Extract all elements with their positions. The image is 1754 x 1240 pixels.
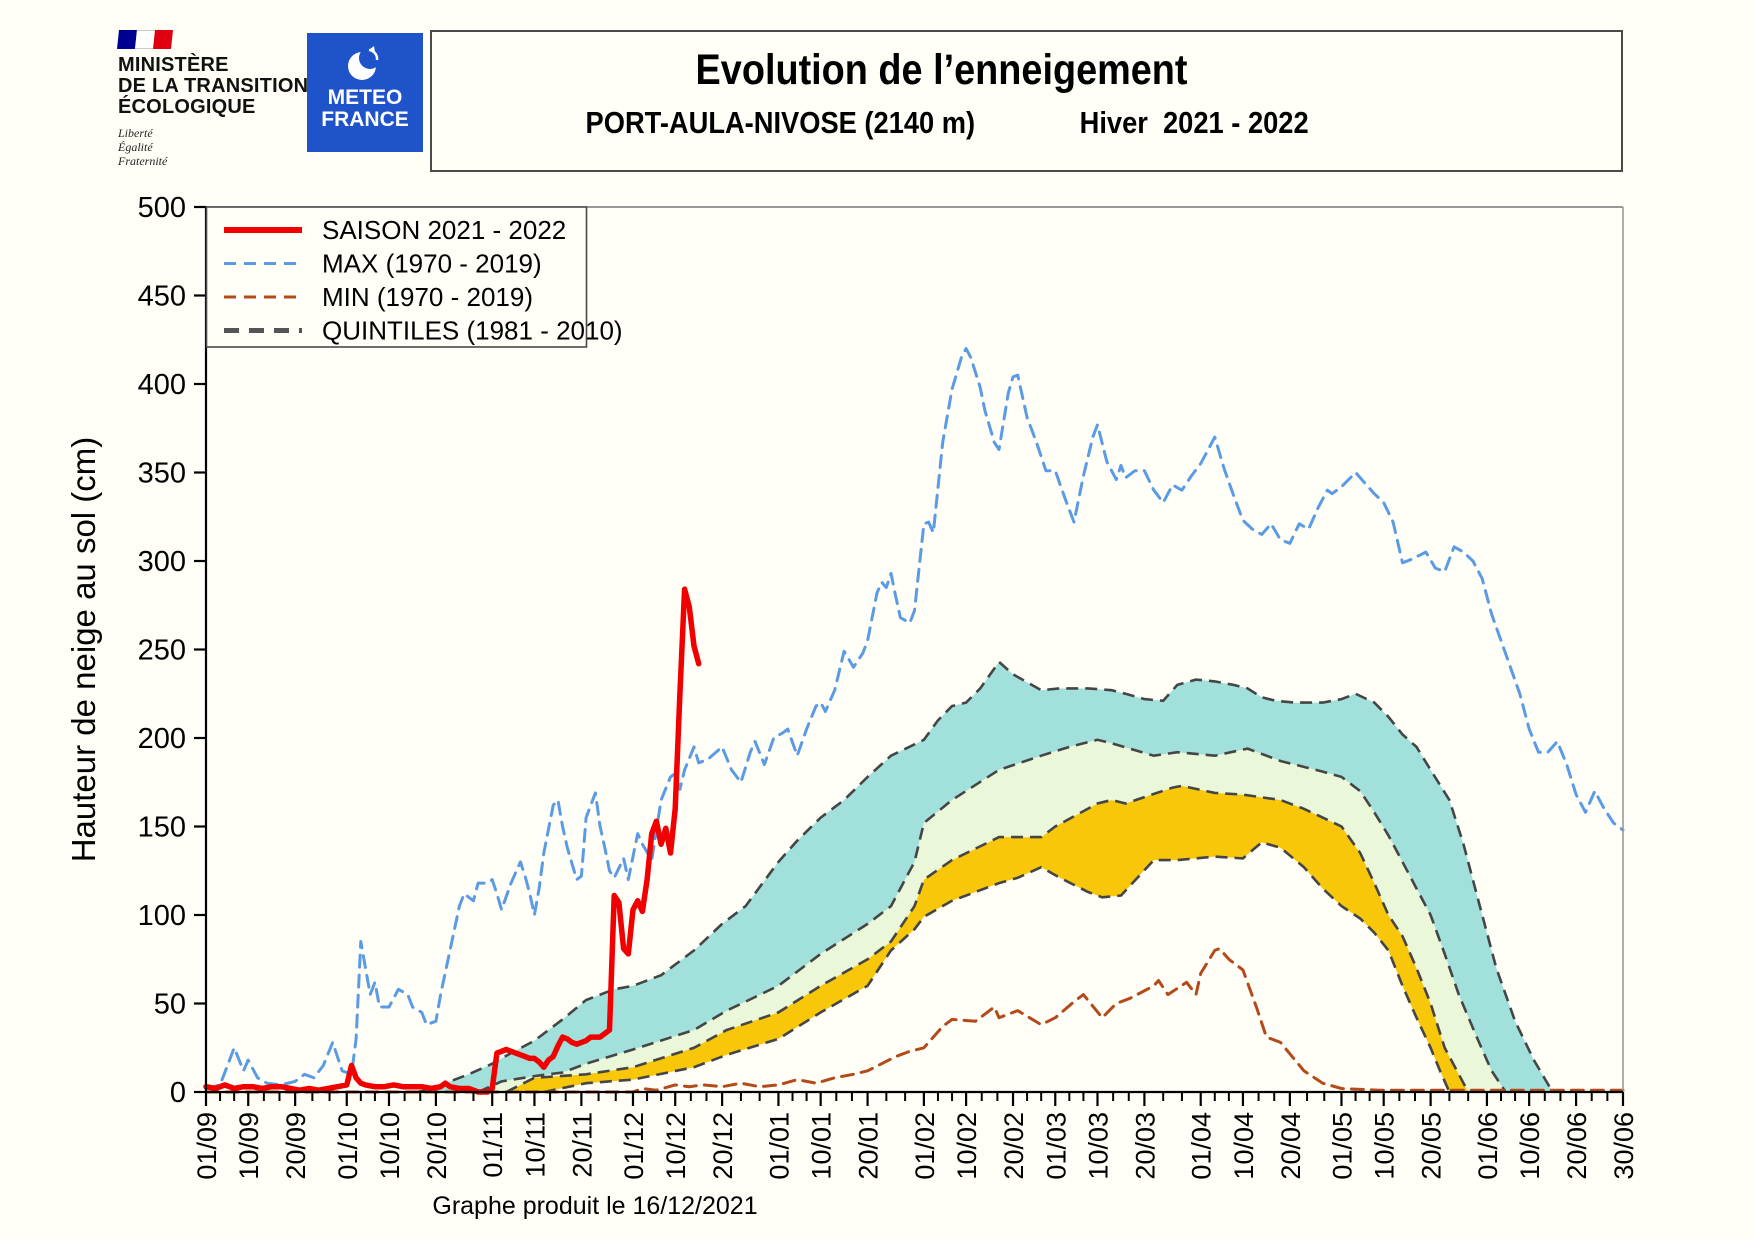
x-tick-label: 10/12 (661, 1112, 691, 1180)
max-line (204, 347, 1625, 1090)
x-tick-label: 01/12 (619, 1112, 649, 1180)
ministry-name-line: DE LA TRANSITION (118, 75, 309, 97)
y-tick-label: 400 (138, 369, 186, 401)
quintile-line-q60 (477, 738, 1507, 1094)
min-line (204, 947, 1625, 1094)
x-tick-label: 01/10 (333, 1112, 363, 1180)
x-tick-label: 20/06 (1562, 1112, 1592, 1180)
chart-title: Evolution de l’enneigement (695, 46, 1188, 94)
station-name: PORT-AULA-NIVOSE (2140 m) (585, 105, 976, 140)
x-tick-label: 01/04 (1187, 1112, 1217, 1180)
x-tick-label: 20/09 (281, 1112, 311, 1180)
x-tick-label: 20/02 (999, 1112, 1029, 1180)
x-tick-label: 01/06 (1473, 1112, 1503, 1180)
quintile-line-q40 (505, 784, 1470, 1094)
y-tick-label: 0 (170, 1077, 186, 1109)
x-tick-label: 10/09 (234, 1112, 264, 1180)
x-tick-label: 10/04 (1229, 1112, 1259, 1180)
x-tick-label: 20/04 (1276, 1112, 1306, 1180)
x-tick-label: 20/12 (708, 1112, 738, 1180)
y-tick-label: 50 (154, 989, 186, 1021)
legend-label: MIN (1970 - 2019) (322, 282, 533, 312)
x-tick-label: 01/02 (910, 1112, 940, 1180)
x-tick-label: 10/11 (520, 1112, 550, 1178)
x-tick-label: 01/09 (192, 1112, 222, 1180)
y-tick-label: 250 (138, 635, 186, 667)
x-tick-label: 20/10 (422, 1112, 452, 1180)
x-tick-label: 10/05 (1370, 1112, 1400, 1180)
x-tick-label: 01/05 (1327, 1112, 1357, 1180)
ministry-logo: MINISTÈRE DE LA TRANSITION ÉCOLOGIQUE Li… (117, 30, 378, 168)
x-tick-label: 10/01 (807, 1112, 837, 1180)
x-tick-label: 10/03 (1083, 1112, 1113, 1180)
x-tick-label: 20/11 (567, 1112, 597, 1178)
band-q60-q80 (206, 661, 1623, 1092)
x-tick-label: 20/01 (854, 1112, 884, 1180)
season-label: Hiver 2021 - 2022 (1079, 105, 1309, 140)
x-tick-label: 01/11 (478, 1112, 508, 1178)
x-tick-label: 01/03 (1041, 1112, 1071, 1180)
y-tick-label: 200 (138, 723, 186, 755)
y-axis-title: Hauteur de neige au sol (cm) (65, 437, 102, 863)
y-tick-label: 100 (138, 900, 186, 932)
chart-subtitle: PORT-AULA-NIVOSE (2140 m) Hiver 2021 - 20… (432, 105, 1451, 141)
y-tick-label: 500 (138, 192, 186, 224)
x-tick-label: 10/02 (952, 1112, 982, 1180)
meteo-france-logo: METEO FRANCE (307, 33, 423, 152)
meteo-france-label: METEO FRANCE (321, 86, 409, 131)
ministry-motto: Liberté Égalité Fraternité (118, 126, 168, 168)
footer-caption: Graphe produit le 16/12/2021 (432, 1192, 758, 1220)
meteo-france-icon (348, 46, 381, 80)
y-tick-label: 300 (138, 546, 186, 578)
y-tick-label: 350 (138, 458, 186, 490)
y-tick-label: 450 (138, 281, 186, 313)
legend-label: SAISON 2021 - 2022 (322, 215, 566, 245)
quintile-line-q20 (543, 840, 1451, 1094)
x-tick-label: 10/06 (1515, 1112, 1545, 1180)
x-tick-label: 01/01 (764, 1112, 794, 1180)
x-tick-label: 10/10 (375, 1112, 405, 1180)
ministry-name-line: MINISTÈRE (118, 54, 229, 76)
ministry-name-line: ÉCOLOGIQUE (118, 96, 256, 118)
legend-label: QUINTILES (1981 - 2010) (322, 316, 623, 346)
x-tick-label: 20/03 (1130, 1112, 1160, 1180)
title-box: Evolution de l’enneigement PORT-AULA-NIV… (430, 30, 1623, 172)
y-tick-label: 150 (138, 812, 186, 844)
band-q40-q60 (206, 739, 1623, 1092)
saison-line (203, 586, 702, 1095)
x-tick-label: 30/06 (1609, 1112, 1639, 1180)
legend-label: MAX (1970 - 2019) (322, 249, 542, 279)
quintile-line-q80 (416, 659, 1554, 1094)
x-tick-label: 20/05 (1417, 1112, 1447, 1180)
